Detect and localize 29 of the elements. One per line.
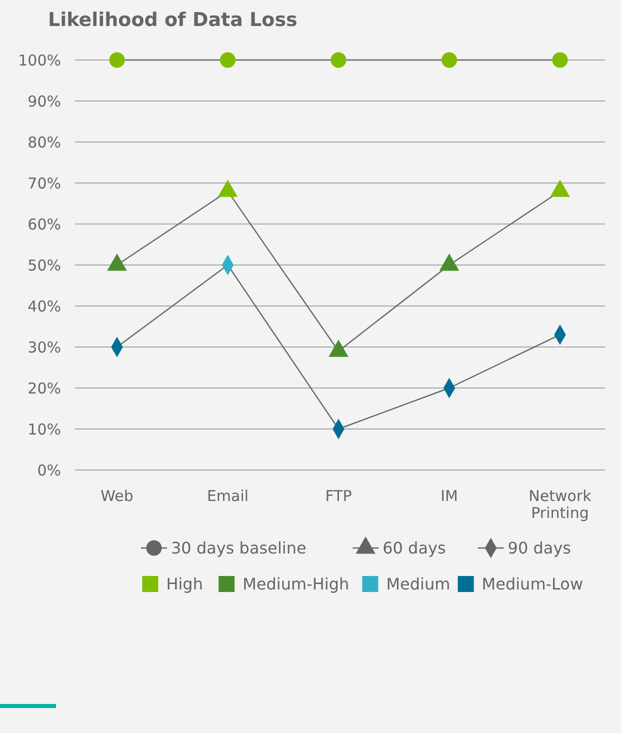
y-tick-label: 20% xyxy=(28,379,61,398)
y-tick-label: 50% xyxy=(28,256,61,274)
y-tick-label: 30% xyxy=(28,338,61,356)
point xyxy=(552,52,568,68)
point xyxy=(109,52,125,68)
legend-label: 60 days xyxy=(382,538,446,558)
legend-label: High xyxy=(166,574,203,594)
legend-label: Medium-Low xyxy=(482,574,584,594)
y-tick-label: 70% xyxy=(28,174,61,192)
legend-label: 30 days baseline xyxy=(171,538,306,558)
y-tick-label: 0% xyxy=(37,461,61,480)
y-tick-label: 80% xyxy=(28,133,61,152)
y-tick-label: 90% xyxy=(28,92,61,110)
x-tick-label: FTP xyxy=(325,487,352,505)
y-tick-label: 10% xyxy=(28,420,61,438)
x-tick-label: Email xyxy=(206,487,249,505)
y-tick-label: 60% xyxy=(28,215,61,234)
x-tick-label: IM xyxy=(440,487,458,505)
y-tick-label: 100% xyxy=(18,51,61,70)
x-tick-label: Network Printing xyxy=(528,487,592,522)
legend-label: Medium xyxy=(386,574,450,594)
chart-title: Likelihood of Data Loss xyxy=(48,9,298,31)
x-tick-label: Web xyxy=(100,487,134,505)
point xyxy=(441,52,458,68)
point xyxy=(220,52,236,68)
legend-label: 90 days xyxy=(508,538,572,558)
point xyxy=(330,52,346,68)
legend-label: Medium-High xyxy=(242,574,350,594)
y-tick-label: 40% xyxy=(28,297,61,316)
